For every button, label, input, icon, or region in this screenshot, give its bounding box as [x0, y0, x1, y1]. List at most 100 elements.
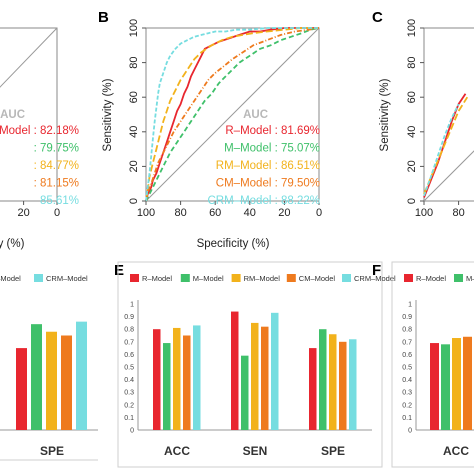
category-label: SPE	[321, 444, 345, 458]
x-tick-label: 0	[316, 207, 322, 219]
y-tick-label: 0.4	[124, 377, 134, 384]
y-tick-label: 0.7	[402, 339, 412, 346]
y-tick-label: 0.8	[402, 327, 412, 334]
legend-label-m: M–Model	[193, 274, 224, 283]
x-tick-label: 20	[17, 207, 29, 219]
panel-a-roc: 20 0 Specificity (%) AUC R–Model : 82.18%: 7…	[0, 27, 79, 250]
panel-e-border	[117, 261, 383, 468]
legend-label-m: M–M	[466, 274, 474, 283]
y-tick-label: 80	[406, 56, 418, 68]
bar-cm-spe	[339, 341, 347, 430]
bar-rm-sen	[251, 322, 259, 430]
bar-cm-acc	[463, 336, 472, 430]
auc-line-rm: RM–Model : 86.51%	[216, 160, 320, 172]
bar-cm-sen	[261, 326, 269, 430]
panel-c-roc: 0 20 40 60 80 100 100 80 Sensitivity (%)	[379, 19, 474, 219]
bar-m-sen	[241, 355, 249, 430]
y-tick-label: 0	[128, 198, 140, 204]
y-tick-label: 0.8	[124, 327, 134, 334]
legend-label-rm: RM–Model	[244, 274, 281, 283]
bar-cm-acc	[183, 335, 191, 430]
panel-letter-c: C	[372, 9, 383, 26]
auc-line-rm: : 84.77%	[34, 160, 79, 172]
auc-title: AUC	[243, 109, 268, 121]
y-tick-label: 0.5	[124, 365, 134, 372]
x-tick-label: 40	[244, 207, 256, 219]
x-tick-label: 0	[54, 207, 60, 219]
panel-letter-b: B	[98, 9, 109, 26]
y-tick-label: 40	[406, 126, 418, 138]
roc-curve-rm	[423, 96, 469, 195]
bar-rm-acc	[452, 338, 461, 430]
bar-r-acc	[430, 343, 439, 430]
y-tick-label: 0.9	[402, 314, 412, 321]
legend-swatch-m	[180, 274, 190, 282]
y-tick-label: 0.9	[124, 314, 134, 321]
y-tick-label: 0.5	[402, 365, 412, 372]
y-tick-label: 20	[128, 160, 140, 172]
roc-curve-crm	[423, 103, 460, 197]
x-axis-title: Specificity (%)	[197, 238, 270, 250]
category-label: ACC	[443, 444, 469, 458]
legend-swatch-crm	[34, 274, 43, 282]
reference-diagonal	[0, 27, 58, 88]
reference-diagonal	[423, 150, 474, 202]
bar-crm-spe	[349, 339, 357, 430]
legend-label-crm: CRM–Model	[46, 274, 88, 283]
bar-crm-spe	[76, 321, 87, 430]
y-tick-label: 100	[128, 19, 140, 37]
y-tick-label: 0.3	[124, 390, 134, 397]
bar-m-spe	[319, 329, 327, 430]
panel-d-bars-fragment: SPE M–Model CRM–Model	[0, 274, 98, 461]
auc-line-m: : 79.75%	[34, 143, 79, 155]
y-tick-label: 100	[406, 19, 418, 37]
y-tick-label: 0.6	[124, 352, 134, 359]
auc-title: AUC	[0, 109, 25, 121]
bar-crm-sen	[271, 312, 279, 430]
roc-curve-rm	[145, 27, 319, 202]
x-tick-label: 80	[452, 207, 464, 219]
legend-label-m: M–Model	[0, 274, 21, 283]
panel-letter-e: E	[114, 262, 124, 279]
y-tick-label: 1	[130, 302, 134, 309]
y-tick-label: 0.2	[124, 402, 134, 409]
legend-swatch-r	[130, 274, 139, 282]
bar-m-spe	[31, 324, 42, 430]
legend-label-r: R–Model	[142, 274, 172, 283]
y-tick-label: 0	[130, 428, 134, 435]
y-tick-label: 0.6	[402, 352, 412, 359]
x-tick-label: 100	[415, 207, 433, 219]
panel-e-bar-chart: 0 0.1 0.2 0.3 0.4 0.5 0.6 0.7 0.8 0.9 1 ACC SEN SPE R–…	[117, 261, 396, 468]
panel-letter-f: F	[372, 262, 381, 279]
bar-rm-spe	[46, 331, 57, 430]
legend-label-crm: CRM–Model	[354, 274, 396, 283]
legend-swatch-rm	[231, 274, 241, 282]
plot-frame	[423, 27, 474, 202]
y-tick-label: 0.3	[402, 390, 412, 397]
x-tick-label: 80	[174, 207, 186, 219]
y-tick-label: 0.1	[402, 415, 412, 422]
x-tick-label: 100	[137, 207, 155, 219]
auc-line-cm: CM–Model : 79.50%	[216, 178, 320, 190]
bar-r-acc	[153, 329, 161, 430]
y-tick-label: 0	[408, 428, 412, 435]
panel-b-roc: 0 20 40 60 80 100 100 80 60 40 20 0 Sensitivity (%) S…	[102, 19, 322, 250]
plot-frame	[0, 27, 58, 202]
x-axis-title: Specificity (%)	[0, 238, 25, 250]
roc-curve-cm	[145, 27, 320, 202]
bar-m-acc	[441, 344, 450, 430]
y-tick-label: 20	[406, 160, 418, 172]
y-tick-label: 60	[128, 91, 140, 103]
auc-line-m: M–Model : 75.07%	[224, 143, 320, 155]
bar-cm-spe	[61, 335, 72, 430]
legend-swatch-crm	[342, 274, 351, 282]
bar-r-sen	[231, 311, 239, 430]
y-tick-label: 0.4	[402, 377, 412, 384]
legend-swatch-r	[404, 274, 413, 282]
reference-diagonal	[145, 27, 320, 202]
plot-frame	[145, 27, 320, 202]
category-label: SEN	[243, 444, 268, 458]
bar-m-acc	[163, 343, 171, 430]
bar-r-spe	[16, 348, 27, 430]
y-tick-label: 1	[408, 302, 412, 309]
